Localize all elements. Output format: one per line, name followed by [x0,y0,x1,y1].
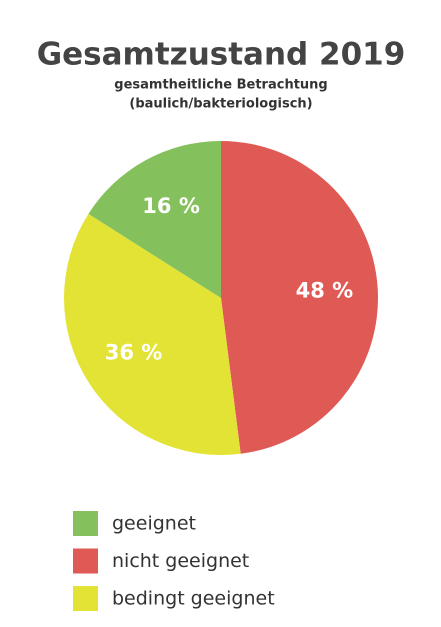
legend-label: nicht geeignet [112,550,249,572]
value-label: 16 % [142,194,200,218]
pie-slice [221,141,378,454]
chart-title: Gesamtzustand 2019 [37,37,406,73]
legend-label: geeignet [112,513,196,535]
chart-subtitle: gesamtheitliche Betrachtung [114,78,327,93]
value-label: 36 % [105,341,163,365]
pie-slice [64,213,241,455]
value-label: 48 % [296,278,354,302]
legend-swatch [73,586,98,611]
legend-swatch [73,511,98,536]
pie-slice [88,141,221,298]
legend-swatch [73,548,98,574]
chart-subtitle: (baulich/bakteriologisch) [129,97,312,112]
legend-label: bedingt geeignet [112,588,275,610]
